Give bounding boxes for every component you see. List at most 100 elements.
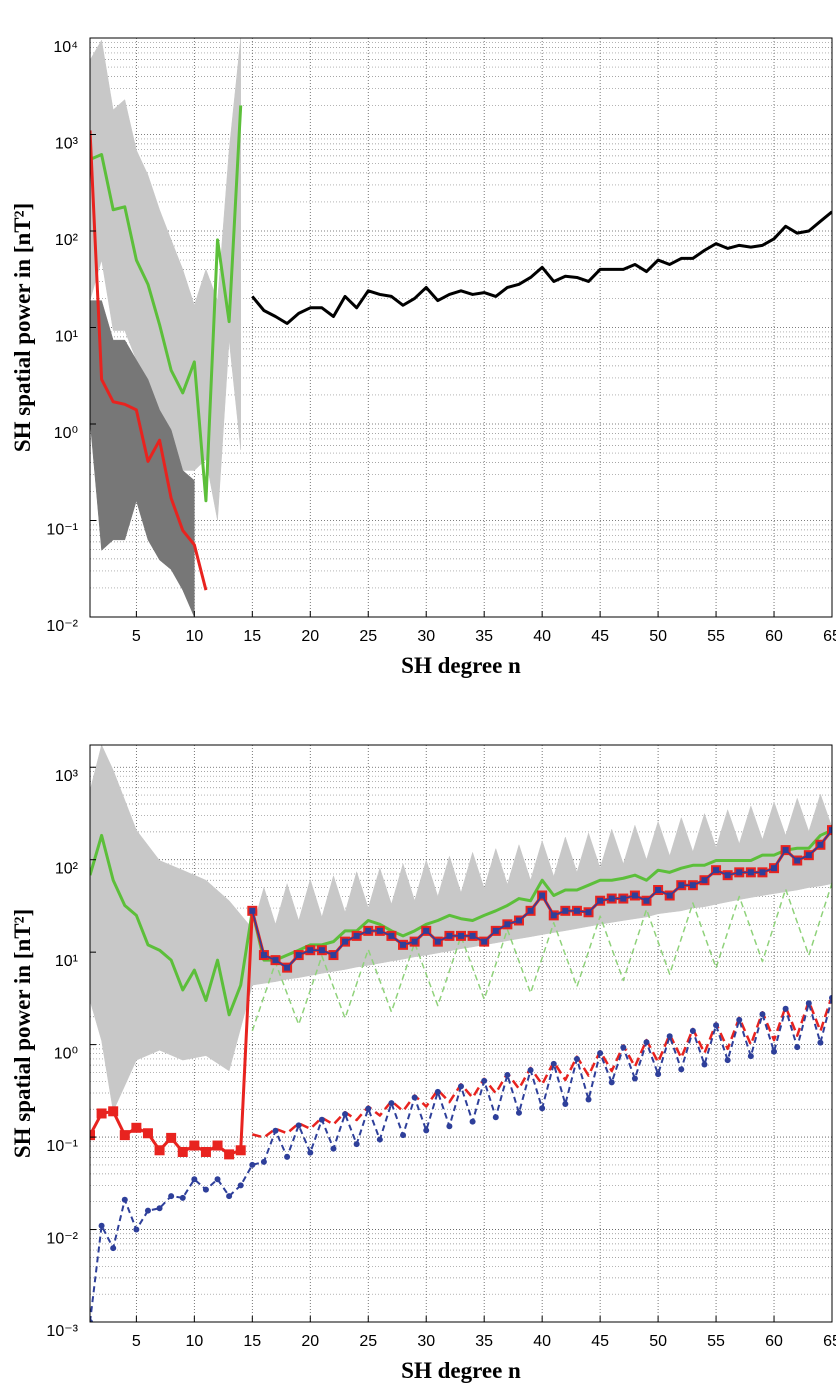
marker <box>689 882 696 889</box>
marker <box>782 1005 789 1012</box>
series-line <box>90 130 208 591</box>
marker <box>539 892 546 899</box>
marker <box>620 1044 627 1051</box>
marker <box>643 897 650 904</box>
marker <box>678 1066 685 1073</box>
envelope-band <box>90 745 832 1113</box>
x-tick-label: 55 <box>707 628 725 645</box>
marker <box>458 1083 464 1090</box>
y-tick-label: 10² <box>55 861 79 878</box>
marker <box>260 1158 267 1165</box>
series-line <box>90 828 832 1017</box>
marker <box>689 1027 696 1034</box>
series-line <box>251 882 832 1032</box>
marker <box>133 1226 140 1233</box>
series-line <box>251 995 832 1139</box>
x-tick-label: 65 <box>823 1333 836 1350</box>
marker <box>527 1067 534 1074</box>
marker <box>154 1145 165 1156</box>
marker <box>411 938 418 945</box>
marker <box>272 1127 279 1134</box>
marker <box>330 1145 337 1152</box>
marker <box>458 932 464 939</box>
x-tick-label: 5 <box>132 1333 141 1350</box>
y-tick-label: 10⁻² <box>46 618 78 635</box>
marker <box>829 994 832 1001</box>
marker <box>200 1146 211 1157</box>
marker <box>98 1222 105 1229</box>
marker <box>131 1122 142 1133</box>
x-tick-label: 55 <box>707 1333 725 1350</box>
x-axis-title: SH degree n <box>401 1358 521 1383</box>
y-tick-label: 10⁴ <box>53 39 78 56</box>
x-tick-label: 60 <box>765 1333 783 1350</box>
marker <box>156 1205 163 1212</box>
plot-frame <box>89 744 833 1323</box>
marker <box>817 841 824 848</box>
marker <box>237 1182 244 1189</box>
marker <box>295 1122 302 1129</box>
marker <box>527 907 534 914</box>
marker <box>631 892 638 899</box>
marker <box>655 887 662 894</box>
marker <box>666 892 673 899</box>
marker <box>631 1075 638 1082</box>
x-tick-label: 40 <box>533 628 551 645</box>
x-tick-label: 20 <box>301 628 319 645</box>
marker <box>434 938 441 945</box>
marker <box>446 932 453 939</box>
marker <box>469 932 476 939</box>
marker <box>759 869 766 876</box>
marker <box>504 1071 511 1078</box>
plot-frame <box>89 37 833 618</box>
x-tick-label: 60 <box>765 628 783 645</box>
marker <box>307 947 314 954</box>
marker <box>794 1044 801 1051</box>
marker <box>817 1039 824 1046</box>
marker <box>307 1149 314 1156</box>
x-tick-label: 15 <box>243 628 261 645</box>
marker <box>481 1077 488 1084</box>
x-tick-label: 30 <box>417 628 435 645</box>
x-tick-label: 50 <box>649 628 667 645</box>
marker <box>202 1186 209 1193</box>
marker <box>771 865 778 872</box>
marker <box>446 1123 453 1130</box>
marker <box>573 1055 580 1062</box>
x-axis-title: SH degree n <box>401 653 521 678</box>
marker <box>678 882 685 889</box>
y-tick-label: 10³ <box>55 136 79 153</box>
x-tick-label: 35 <box>475 628 493 645</box>
x-tick-label: 25 <box>359 628 377 645</box>
x-tick-label: 10 <box>185 628 203 645</box>
marker <box>318 947 325 954</box>
y-tick-label: 10² <box>55 232 79 249</box>
marker <box>235 1145 246 1156</box>
y-tick-label: 10⁻² <box>46 1231 78 1248</box>
x-tick-label: 35 <box>475 1333 493 1350</box>
marker <box>515 917 522 924</box>
marker <box>144 1207 151 1214</box>
marker <box>492 1114 499 1121</box>
x-tick-label: 50 <box>649 1333 667 1350</box>
marker <box>747 1053 754 1060</box>
marker <box>724 1057 731 1064</box>
marker <box>353 932 360 939</box>
envelope-band <box>90 300 195 617</box>
marker <box>400 1132 407 1139</box>
marker <box>342 938 349 945</box>
marker <box>365 1105 372 1112</box>
envelope-band <box>90 38 241 521</box>
marker <box>701 877 708 884</box>
marker <box>249 1161 256 1168</box>
marker <box>539 1105 546 1112</box>
marker <box>515 1109 522 1116</box>
marker <box>376 927 383 934</box>
marker <box>214 1176 221 1183</box>
x-tick-label: 5 <box>132 628 141 645</box>
marker <box>423 1127 430 1134</box>
marker <box>295 952 302 959</box>
marker <box>481 938 488 945</box>
marker <box>353 1141 360 1148</box>
